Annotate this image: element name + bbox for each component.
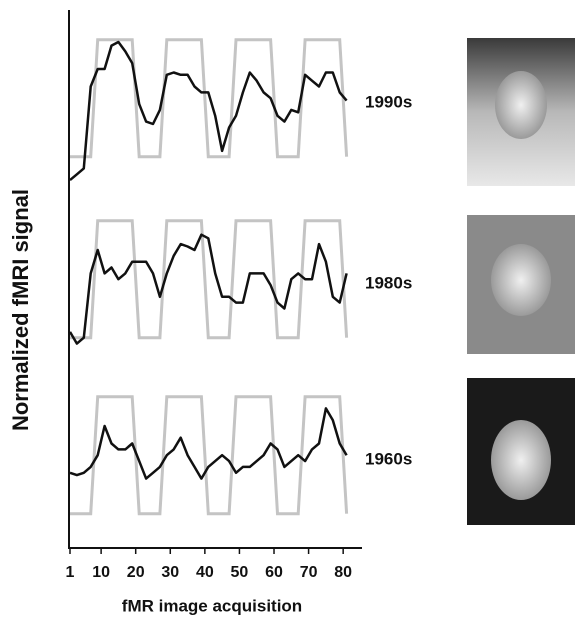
series-label: 1960s (365, 450, 412, 469)
series-label: 1980s (365, 274, 412, 293)
reference-line (70, 397, 347, 514)
x-tick-label: 50 (231, 564, 249, 581)
y-axis-label: Normalized fMRI signal (8, 189, 33, 431)
x-tick-label: 1 (66, 564, 75, 581)
x-tick-label: 70 (300, 564, 318, 581)
reference-line (70, 40, 347, 157)
photo (467, 378, 575, 525)
chart: fMR image acquisition Normalized fMRI si… (0, 0, 577, 630)
x-axis-label: fMR image acquisition (122, 596, 302, 615)
x-tick-label: 40 (196, 564, 214, 581)
series-label: 1990s (365, 93, 412, 112)
x-tick-label: 80 (334, 564, 352, 581)
x-tick-label: 10 (92, 564, 110, 581)
x-tick-label: 20 (127, 564, 145, 581)
photo (467, 38, 575, 186)
photo (467, 215, 575, 354)
x-tick-label: 60 (265, 564, 283, 581)
x-tick-label: 30 (161, 564, 179, 581)
